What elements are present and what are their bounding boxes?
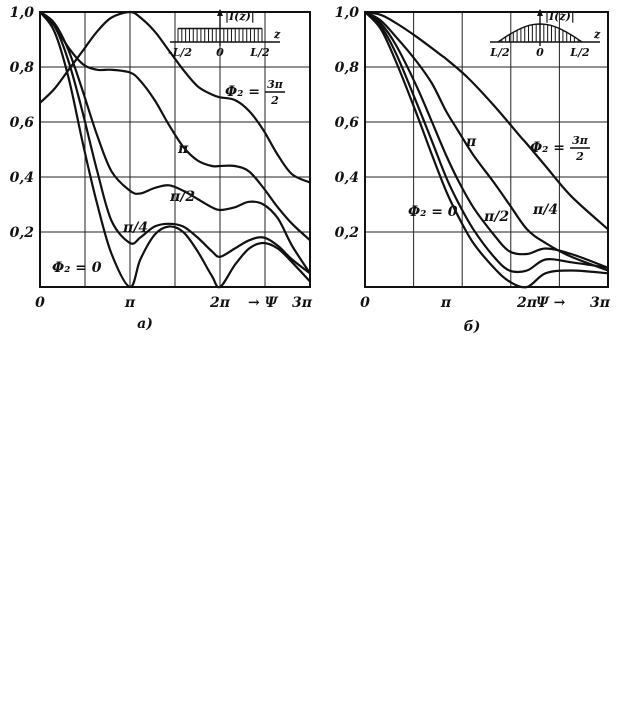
inset-z-label: z <box>273 28 281 41</box>
series-label-text: π/4 <box>122 220 148 236</box>
series-line-0 <box>364 10 609 231</box>
series-label-1: π <box>465 134 477 150</box>
series-label-text: Φ₂ = 0 <box>52 260 102 276</box>
series-label-text: π/2 <box>483 209 509 225</box>
x-axis-label: → Ψ <box>248 295 279 311</box>
series-label-0: Φ₂ = 3π 2 <box>225 78 285 107</box>
series-line-2 <box>39 11 311 274</box>
x-tick-label-0: 0 <box>35 295 45 311</box>
series-label-denominator: 2 <box>270 94 279 107</box>
series-label-3: π/2 <box>483 209 509 225</box>
x-tick-label-3: 3π <box>292 295 313 311</box>
series-line-3 <box>39 11 311 275</box>
inset-arrow-icon <box>217 9 223 16</box>
y-tick-label-2: 0,6 <box>10 115 35 131</box>
y-tick-label-3: 0,8 <box>10 60 35 76</box>
inset-tick-right: L/2 <box>569 46 590 59</box>
series-label-text: Φ₂ = 0 <box>408 204 458 220</box>
series-label-3: π/4 <box>122 220 148 236</box>
inset-current-distribution-0: |I(z)|z-L/2 0 L/2 <box>168 9 281 59</box>
inset-tick-center: 0 <box>216 46 224 59</box>
series-line-3 <box>364 11 609 274</box>
series-label-text: π/4 <box>532 202 558 218</box>
panel-label: а) <box>137 316 153 332</box>
series-label-text: π/2 <box>169 189 195 205</box>
plot-frame <box>364 11 609 288</box>
plot-frame <box>39 11 311 288</box>
series-label-numerator: 3π <box>572 134 589 147</box>
x-tick-label-1: π <box>440 295 452 311</box>
series-line-1 <box>39 11 311 242</box>
series-label-text: π <box>177 141 189 157</box>
x-tick-label-3: 3π <box>590 295 611 311</box>
x-tick-label-2: 2π <box>209 295 231 311</box>
y-tick-label-4: 1,0 <box>335 5 360 21</box>
x-tick-label-1: π <box>124 295 136 311</box>
inset-tick-right: L/2 <box>249 46 270 59</box>
panel-label: б) <box>464 319 481 335</box>
series-line-2 <box>364 11 609 269</box>
inset-z-label: z <box>593 28 601 41</box>
x-tick-label-2: 2π <box>516 295 538 311</box>
series-label-text: Φ₂ = <box>225 84 260 100</box>
y-tick-label-2: 0,6 <box>335 115 360 131</box>
x-tick-label-0: 0 <box>360 295 370 311</box>
inset-tick-center: 0 <box>536 46 544 59</box>
x-axis-label: Ψ → <box>536 295 566 311</box>
inset-current-label: |I(z)| <box>225 10 255 23</box>
series-label-text: π <box>465 134 477 150</box>
series-label-4: Φ₂ = 0 <box>408 204 458 220</box>
inset-tick-left: L/2 <box>489 46 510 59</box>
inset-current-label: |I(z)| <box>545 10 575 23</box>
y-tick-label-3: 0,8 <box>335 60 360 76</box>
series-line-4 <box>364 11 609 289</box>
y-tick-label-0: 0,2 <box>10 225 35 241</box>
y-tick-label-4: 1,0 <box>10 5 35 21</box>
series-line-0 <box>39 10 311 184</box>
series-line-4 <box>39 11 311 289</box>
series-label-0: Φ₂ = 3π 2 <box>530 134 590 163</box>
series-label-2: π/2 <box>169 189 195 205</box>
inset-arrow-icon <box>537 9 543 16</box>
series-label-1: π <box>177 141 189 157</box>
inset-current-distribution-1: |I(z)|zL/2 0 L/2 <box>489 9 601 59</box>
y-tick-label-1: 0,4 <box>335 170 359 186</box>
y-tick-label-0: 0,2 <box>335 225 360 241</box>
series-line-1 <box>364 11 609 272</box>
series-label-4: Φ₂ = 0 <box>52 260 102 276</box>
series-label-2: π/4 <box>532 202 558 218</box>
inset-distribution-outline <box>497 23 583 43</box>
series-label-denominator: 2 <box>575 150 584 163</box>
series-label-numerator: 3π <box>267 78 284 91</box>
y-tick-label-1: 0,4 <box>10 170 34 186</box>
series-label-text: Φ₂ = <box>530 140 565 156</box>
